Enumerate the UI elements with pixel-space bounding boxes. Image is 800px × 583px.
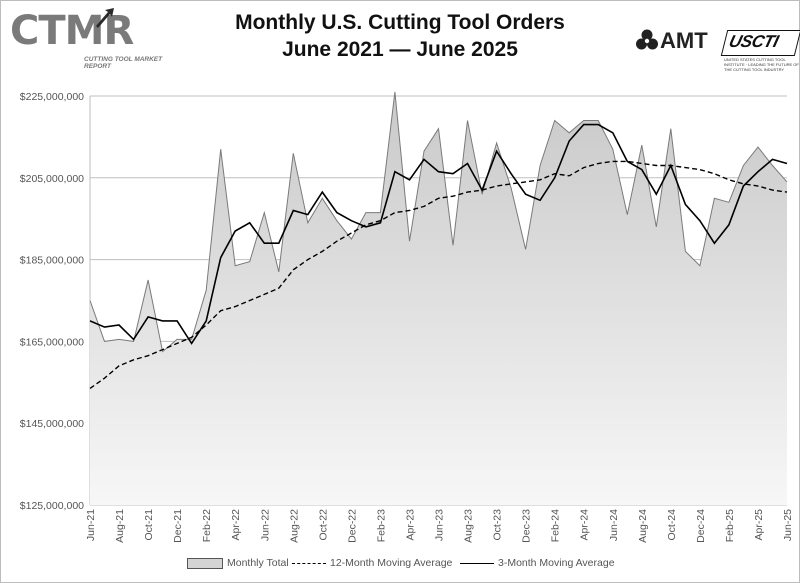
x-tick-label-0: Jun-21 [85,509,97,541]
monthly-total-area [89,91,788,506]
x-tick-label-18: Jun-24 [608,509,620,541]
x-tick-label-10: Feb-23 [375,509,387,542]
chart-legend: Monthly Total 12-Month Moving Average 3-… [0,557,800,573]
x-axis-labels: Jun-21 Aug-21 Oct-21 Dec-21 Feb-22 Apr-22 Jun-… [85,509,794,543]
legend-3-month-ma-swatch [460,562,494,564]
y-tick-label-4: $205,000,000 [20,173,84,185]
legend-12-month-ma-label: 12-Month Moving Average [330,557,453,569]
legend-monthly-total-swatch [187,557,223,569]
x-tick-label-6: Jun-22 [259,509,271,541]
y-tick-label-2: $165,000,000 [20,336,84,348]
ctmr-logo-text: CTMR [10,8,134,54]
amt-logo-text: AMT [660,28,708,53]
x-tick-label-8: Oct-22 [317,509,329,541]
legend-3-month-ma: 3-Month Moving Average [460,557,615,569]
x-tick-label-12: Jun-23 [434,509,446,541]
amt-logo: AMT [636,28,708,58]
monthly-total-fill [90,91,787,506]
x-tick-label-21: Dec-24 [695,509,707,543]
y-tick-label-0: $125,000,000 [20,500,84,512]
x-tick-label-17: Apr-24 [579,509,591,541]
x-tick-label-13: Aug-23 [463,509,475,543]
chart-subtitle: June 2021 — June 2025 [282,38,518,61]
x-tick-label-23: Apr-25 [753,509,765,541]
y-tick-label-3: $185,000,000 [20,255,84,267]
x-tick-label-24: Jun-25 [782,509,794,541]
x-tick-label-9: Dec-22 [346,509,358,543]
legend-12-month-ma: 12-Month Moving Average [292,557,452,569]
chart-title: Monthly U.S. Cutting Tool Orders [235,11,565,34]
legend-monthly-total-label: Monthly Total [227,557,289,569]
usct-logo-subtitle: UNITED STATES CUTTING TOOL INSTITUTE · L… [724,57,799,72]
legend-3-month-ma-label: 3-Month Moving Average [498,557,615,569]
amt-trefoil-icon [636,29,658,50]
series-3-month-ma [89,123,788,345]
ctmr-logo: CTMR CUTTING TOOL MARKET REPORT [8,8,162,78]
x-tick-label-19: Aug-24 [637,509,649,543]
monthly-total-line [89,91,788,353]
x-tick-label-2: Oct-21 [143,509,155,541]
x-tick-label-15: Dec-23 [521,509,533,543]
y-tick-label-5: $225,000,000 [20,91,84,103]
y-axis-labels: $125,000,000 $145,000,000 $165,000,000 $185… [20,91,84,512]
x-tick-label-22: Feb-25 [724,509,736,542]
y-tick-label-1: $145,000,000 [20,418,84,430]
x-tick-label-7: Aug-22 [288,509,300,543]
x-tick-label-3: Dec-21 [172,509,184,543]
x-tick-label-20: Oct-24 [666,509,678,541]
x-tick-label-11: Apr-23 [404,509,416,541]
x-tick-label-14: Oct-23 [492,509,504,541]
x-tick-label-1: Aug-21 [114,509,126,543]
moving-average-lines [89,123,788,389]
x-tick-label-16: Feb-24 [550,509,562,542]
x-tick-label-5: Apr-22 [230,509,242,541]
arrow-up-icon [96,8,114,28]
ctmr-logo-subtitle: CUTTING TOOL MARKET REPORT [84,56,163,70]
x-tick-label-4: Feb-22 [201,509,213,542]
legend-12-month-ma-swatch [292,562,326,564]
legend-monthly-total: Monthly Total [187,557,289,569]
